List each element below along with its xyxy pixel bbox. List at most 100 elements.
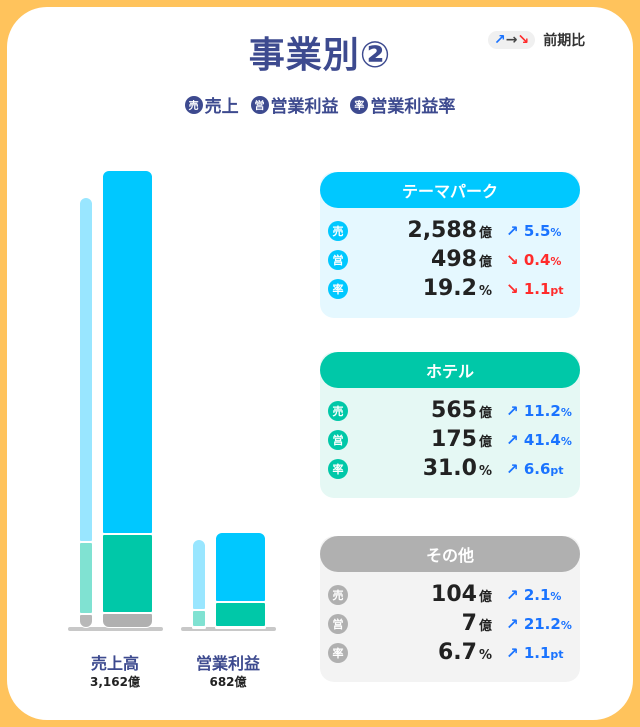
change-value: ↗ 2.1% <box>506 586 561 604</box>
change-number: 5.5 <box>523 221 551 240</box>
legend-item: 営営業利益 <box>250 92 339 117</box>
prev-bar-segment <box>79 542 93 614</box>
metric-row: 営 175 億 ↗ 41.4% <box>320 425 580 454</box>
segment-name: テーマパーク <box>401 182 498 201</box>
value-unit: 億 <box>478 590 492 605</box>
up-arrow-icon: ↗ <box>506 614 519 633</box>
trend-arrows: ↗→↘ <box>488 31 536 49</box>
metric-legend: 売売上 営営業利益 率営業利益率 <box>0 92 640 117</box>
up-arrow-icon: ↗ <box>506 401 519 420</box>
margin-badge-icon: 率 <box>350 95 369 114</box>
change-number: 41.4 <box>523 430 561 449</box>
value-unit: 億 <box>478 435 492 450</box>
metric-badge-icon: 率 <box>328 458 348 479</box>
change-number: 21.2 <box>523 614 561 633</box>
trend-legend: ↗→↘ 前期比 <box>488 30 585 50</box>
up-arrow-icon: ↗ <box>506 459 519 478</box>
trend-legend-label: 前期比 <box>543 33 586 49</box>
down-arrow-icon: ↘ <box>506 250 519 269</box>
change-value: ↗ 6.6pt <box>506 460 564 478</box>
change-value: ↗ 21.2% <box>506 615 572 633</box>
bar-segment <box>215 532 266 603</box>
metric-badge-icon: 売 <box>328 584 348 605</box>
change-unit: pt <box>550 283 564 297</box>
value-number: 104 <box>431 582 477 607</box>
segment-card: ホテル 売 565 億 ↗ 11.2% 営 175 億 ↗ 41.4% 率 31.0… <box>320 352 580 498</box>
total-label: 682億 <box>209 675 247 689</box>
change-number: 11.2 <box>523 401 561 420</box>
down-arrow-icon: ↘ <box>506 279 519 298</box>
change-value: ↗ 41.4% <box>506 431 572 449</box>
value-unit: 億 <box>478 406 492 421</box>
change-value: ↗ 11.2% <box>506 402 572 420</box>
change-unit: % <box>550 254 562 268</box>
metric-badge-icon: 営 <box>328 613 348 634</box>
change-unit: % <box>560 405 572 419</box>
change-number: 1.1 <box>523 643 551 662</box>
up-arrow-icon: ↗ <box>494 32 506 48</box>
value-number: 498 <box>431 247 477 272</box>
bar-segment <box>215 627 266 630</box>
metric-value: 498 億 <box>431 247 492 272</box>
metric-badge-icon: 率 <box>328 278 348 299</box>
prev-bar-segment <box>79 613 93 628</box>
value-unit: % <box>478 284 492 299</box>
value-number: 6.7 <box>437 640 477 665</box>
change-unit: % <box>550 589 562 603</box>
value-number: 19.2 <box>422 276 477 301</box>
metric-row: 営 498 億 ↘ 0.4% <box>320 245 580 274</box>
prev-bar-segment <box>192 627 206 630</box>
bar-segment <box>102 170 153 534</box>
metric-value: 19.2% <box>423 276 492 301</box>
change-unit: % <box>550 225 562 239</box>
metric-value: 31.0% <box>423 456 492 481</box>
change-unit: pt <box>550 463 564 477</box>
change-value: ↘ 1.1pt <box>506 280 564 298</box>
metric-row: 率 6.7% ↗ 1.1pt <box>320 638 580 667</box>
metric-value: 175 億 <box>431 427 492 452</box>
change-value: ↗ 5.5% <box>506 222 561 240</box>
value-number: 175 <box>431 427 477 452</box>
metric-value: 565 億 <box>431 398 492 423</box>
metric-value: 2,588 億 <box>407 218 492 243</box>
legend-item: 売売上 <box>184 92 239 117</box>
change-unit: % <box>560 434 572 448</box>
segment-header: その他 <box>320 536 580 572</box>
metric-row: 率 31.0% ↗ 6.6pt <box>320 454 580 483</box>
value-unit: 億 <box>478 255 492 270</box>
prev-bar-segment <box>79 197 93 543</box>
metric-row: 売 2,588 億 ↗ 5.5% <box>320 216 580 245</box>
value-unit: 億 <box>478 226 492 241</box>
metric-value: 104 億 <box>431 582 492 607</box>
profit-badge-icon: 営 <box>250 95 269 114</box>
segment-header: ホテル <box>320 352 580 388</box>
change-value: ↗ 1.1pt <box>506 644 564 662</box>
segment-name: その他 <box>425 546 474 565</box>
metric-badge-icon: 率 <box>328 642 348 663</box>
value-number: 7 <box>461 611 477 636</box>
legend-item: 率営業利益率 <box>350 92 455 117</box>
change-number: 0.4 <box>523 250 551 269</box>
value-unit: 億 <box>478 619 492 634</box>
up-arrow-icon: ↗ <box>506 643 519 662</box>
metric-badge-icon: 売 <box>328 220 348 241</box>
metric-badge-icon: 営 <box>328 249 348 270</box>
bar-segment <box>215 602 266 627</box>
change-number: 6.6 <box>523 459 551 478</box>
baseline <box>68 627 163 631</box>
change-value: ↘ 0.4% <box>506 251 561 269</box>
metric-value: 6.7% <box>438 640 492 665</box>
change-number: 2.1 <box>523 585 551 604</box>
change-number: 1.1 <box>523 279 551 298</box>
category-label: 営業利益 <box>195 654 260 673</box>
legend-label: 営業利益率 <box>370 97 456 117</box>
up-arrow-icon: ↗ <box>506 430 519 449</box>
down-arrow-icon: ↘ <box>517 32 530 48</box>
metric-row: 売 104 億 ↗ 2.1% <box>320 580 580 609</box>
change-unit: pt <box>550 647 564 661</box>
metric-badge-icon: 営 <box>328 429 348 450</box>
flat-arrow-icon: → <box>505 32 518 48</box>
